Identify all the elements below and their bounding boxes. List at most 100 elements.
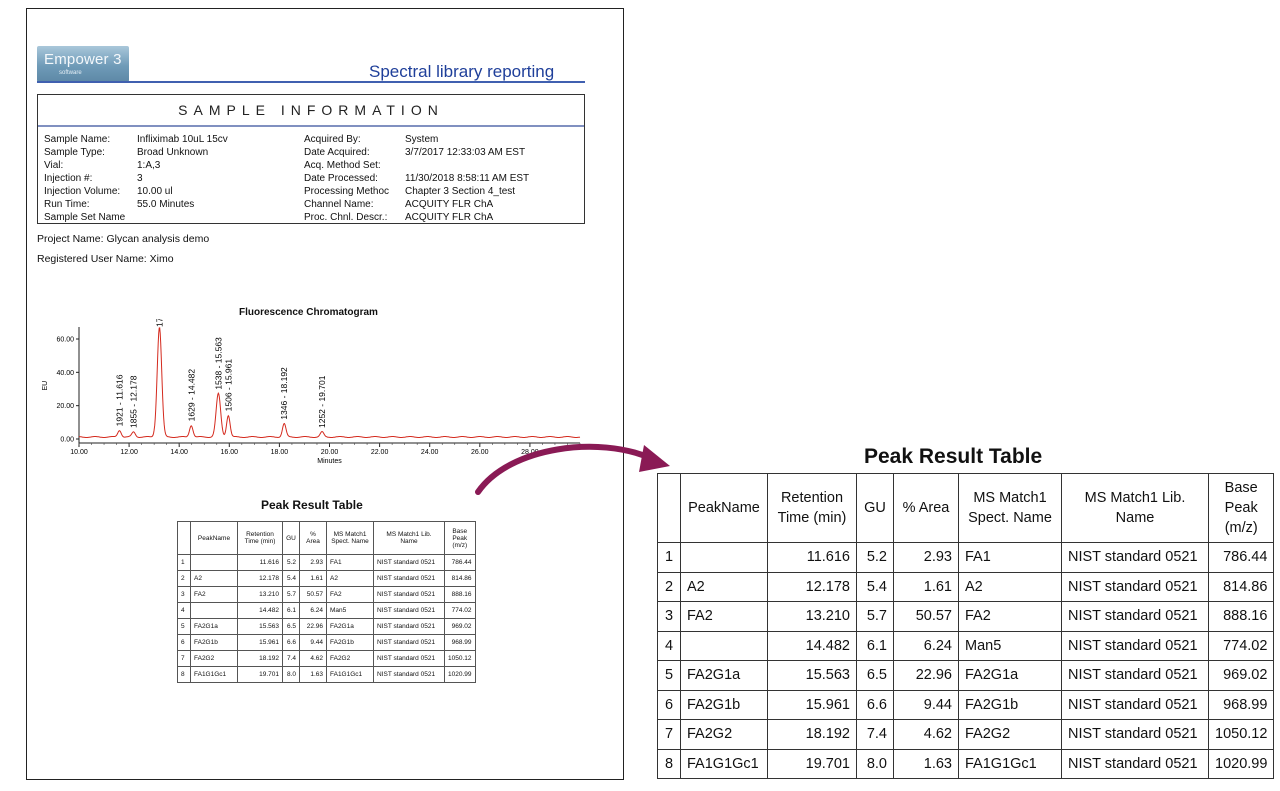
- table-cell: 1050.12: [1207, 719, 1275, 750]
- y-tick-label: 20.00: [56, 403, 74, 410]
- table-cell: 1020.99: [1207, 748, 1275, 779]
- table-cell: 786.44: [444, 554, 476, 571]
- table-cell: NIST standard 0521: [373, 570, 445, 587]
- sample-info-value: 10.00 ul: [137, 186, 173, 197]
- table-cell: FA2: [190, 586, 238, 603]
- column-header: PeakName: [190, 521, 238, 555]
- table-cell: 19.701: [237, 666, 283, 683]
- table-cell: 969.02: [1207, 660, 1275, 691]
- table-cell: FA2: [958, 601, 1062, 632]
- sample-info-label: Run Time:: [44, 199, 90, 210]
- y-axis-label: EU: [42, 381, 49, 391]
- table-cell: FA1G1Gc1: [326, 666, 374, 683]
- sample-info-value: System: [405, 134, 439, 145]
- table-cell: 6.24: [893, 630, 959, 661]
- table-cell: 3: [657, 601, 681, 632]
- table-cell: A2: [326, 570, 374, 587]
- sample-info-value: Infliximab 10uL 15cv: [137, 134, 228, 145]
- table-cell: 15.563: [237, 618, 283, 635]
- x-tick-label: 20.00: [321, 449, 339, 456]
- table-cell: 6: [657, 689, 681, 720]
- chart-title: Fluorescence Chromatogram: [239, 307, 378, 318]
- sample-info-label: Acq. Method Set:: [304, 160, 381, 171]
- heading-divider: [38, 125, 584, 127]
- table-cell: FA2G1a: [190, 618, 238, 635]
- sample-info-value: 11/30/2018 8:58:11 AM EST: [405, 173, 530, 184]
- table-cell: FA2G1a: [680, 660, 768, 691]
- report-title: Spectral library reporting: [369, 62, 555, 81]
- table-cell: 2: [657, 571, 681, 602]
- table-cell: 13.210: [237, 586, 283, 603]
- table-cell: NIST standard 0521: [1061, 660, 1209, 691]
- peak-result-table: PeakName Retention Time (min) GU% Area MS M…: [657, 473, 1275, 779]
- table-cell: 2.93: [893, 542, 959, 573]
- table-cell: 5.4: [282, 570, 300, 587]
- table-cell: 774.02: [444, 602, 476, 619]
- table-cell: 8.0: [856, 748, 894, 779]
- table-cell: 18.192: [767, 719, 857, 750]
- column-header: GU: [856, 473, 894, 543]
- table-row: 1 11.616 5.2 2.93 FA1 NIST standard 0521 786.4…: [177, 554, 476, 571]
- table-cell: 5.4: [856, 571, 894, 602]
- table-cell: [680, 542, 768, 573]
- x-tick-label: 18.00: [271, 449, 289, 456]
- table-cell: 774.02: [1207, 630, 1275, 661]
- table-cell: NIST standard 0521: [373, 602, 445, 619]
- table-row: 8 FA1G1Gc1 19.701 8.0 1.63 FA1G1Gc1 NIST stand…: [657, 748, 1275, 779]
- peak-label: 1747 - 13.210: [154, 319, 164, 327]
- table-cell: FA2G1b: [680, 689, 768, 720]
- column-header: [177, 521, 191, 555]
- sample-information-heading: SAMPLE INFORMATION: [178, 102, 444, 118]
- sample-info-label: Acquired By:: [304, 134, 361, 145]
- y-tick-label: 0.00: [60, 437, 74, 444]
- table-cell: NIST standard 0521: [373, 666, 445, 683]
- table-row: 5 FA2G1a 15.563 6.5 22.96 FA2G1a NIST standard…: [657, 660, 1275, 691]
- sample-info-label: Sample Type:: [44, 147, 105, 158]
- x-tick-label: 14.00: [170, 449, 188, 456]
- column-header: GU: [282, 521, 300, 555]
- table-cell: NIST standard 0521: [1061, 630, 1209, 661]
- table-cell: [680, 630, 768, 661]
- x-tick-label: 26.00: [471, 449, 489, 456]
- table-cell: FA2G2: [190, 650, 238, 667]
- table-cell: NIST standard 0521: [373, 586, 445, 603]
- table-row: 4 14.482 6.1 6.24 Man5 NIST standard 0521 774.…: [177, 602, 476, 619]
- table-cell: FA1: [326, 554, 374, 571]
- sample-info-value: 1:A,3: [137, 160, 161, 171]
- logo-subtext: software: [59, 70, 82, 76]
- table-cell: 6.5: [856, 660, 894, 691]
- column-header: [657, 473, 681, 543]
- x-tick-label: 22.00: [371, 449, 389, 456]
- column-header: MS Match1 Lib. Name: [373, 521, 445, 555]
- table-cell: 6: [177, 634, 191, 651]
- table-cell: 786.44: [1207, 542, 1275, 573]
- column-header: PeakName: [680, 473, 768, 543]
- table-cell: 6.1: [856, 630, 894, 661]
- chromatogram-trace: [79, 327, 581, 439]
- table-cell: 5: [657, 660, 681, 691]
- column-header: MS Match1 Spect. Name: [326, 521, 374, 555]
- table-cell: 4: [177, 602, 191, 619]
- table-row: 6 FA2G1b 15.961 6.6 9.44 FA2G1b NIST standard …: [177, 634, 476, 651]
- sample-info-value: 3: [137, 173, 143, 184]
- table-cell: [190, 602, 238, 619]
- table-cell: 814.86: [1207, 571, 1275, 602]
- empower-logo: Empower 3 software: [37, 46, 129, 82]
- small-peak-table-title: Peak Result Table: [261, 498, 363, 512]
- peak-result-table-title: Peak Result Table: [864, 445, 1043, 468]
- table-cell: 50.57: [299, 586, 327, 603]
- table-cell: 5.2: [282, 554, 300, 571]
- column-header: Base Peak (m/z): [1207, 473, 1275, 543]
- table-row: 7 FA2G2 18.192 7.4 4.62 FA2G2 NIST standard 05…: [657, 719, 1275, 750]
- table-cell: NIST standard 0521: [1061, 542, 1209, 573]
- column-header: Base Peak (m/z): [444, 521, 476, 555]
- peak-label: 1629 - 14.482: [186, 369, 196, 422]
- table-cell: NIST standard 0521: [1061, 748, 1209, 779]
- column-header: Retention Time (min): [767, 473, 857, 543]
- table-cell: 7.4: [282, 650, 300, 667]
- table-cell: 6.1: [282, 602, 300, 619]
- logo-text: Empower 3: [44, 51, 122, 68]
- table-row: 4 14.482 6.1 6.24 Man5 NIST standard 0521 774.…: [657, 630, 1275, 661]
- y-tick-label: 40.00: [56, 370, 74, 377]
- table-cell: FA2G2: [680, 719, 768, 750]
